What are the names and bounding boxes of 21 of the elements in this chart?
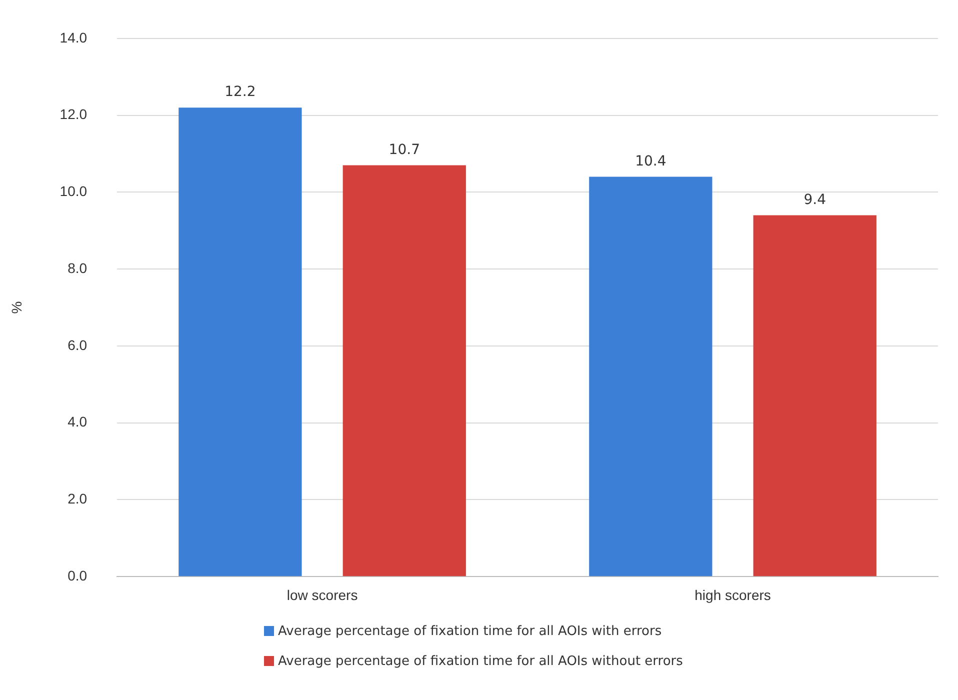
legend-label: Average percentage of fixation time for all AOIs with errors [278,624,662,638]
y-tick-label: 4.0 [68,414,88,430]
y-tick-label: 14.0 [60,29,88,46]
y-tick-label: 10.0 [60,183,88,200]
y-tick-label: 6.0 [68,336,88,353]
data-label: 12.2 [224,84,256,100]
data-label: 10.4 [635,153,666,170]
data-label: 10.7 [388,142,420,158]
data-label: 9.4 [804,192,826,208]
x-tick-label: high scorers [694,586,771,603]
bar [753,215,876,576]
bar [589,176,712,576]
x-tick-label: low scorers [286,586,358,603]
y-tick-label: 8.0 [68,260,88,276]
y-tick-label: 12.0 [60,106,88,122]
bar [178,108,302,576]
y-tick-label: 2.0 [68,490,88,507]
y-tick-label: 0.0 [68,567,88,584]
y-axis-title: % [8,301,24,314]
legend-label: Average percentage of fixation time for all AOIs without errors [278,654,683,668]
bar [342,165,466,576]
